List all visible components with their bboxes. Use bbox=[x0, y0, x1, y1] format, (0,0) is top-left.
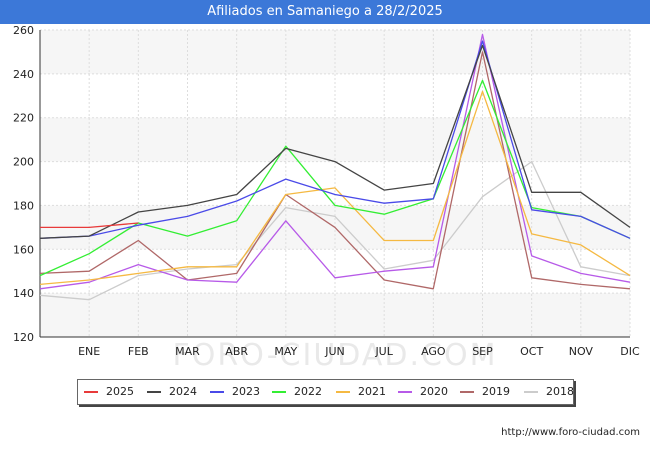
legend-swatch bbox=[84, 391, 98, 393]
x-tick-label: ENE bbox=[78, 345, 100, 358]
legend-swatch bbox=[524, 391, 538, 393]
legend-swatch bbox=[272, 391, 286, 393]
series-line-2020 bbox=[39, 33, 631, 290]
chart-title: Afiliados en Samaniego a 28/2/2025 bbox=[207, 4, 443, 19]
y-tick-label: 160 bbox=[13, 243, 34, 256]
x-tick-label: FEB bbox=[128, 345, 149, 358]
y-tick-label: 240 bbox=[13, 68, 34, 81]
x-tick-label: MAY bbox=[274, 345, 297, 358]
x-tick-label: ABR bbox=[225, 345, 248, 358]
y-tick-label: 180 bbox=[13, 199, 34, 212]
x-tick-label: JUN bbox=[324, 345, 345, 358]
legend-label: 2018 bbox=[546, 385, 574, 398]
series-line-2018 bbox=[39, 160, 631, 301]
title-bar bbox=[0, 0, 650, 24]
series-line-2025 bbox=[40, 222, 139, 229]
y-tick-label: 260 bbox=[13, 24, 34, 37]
legend-label: 2022 bbox=[294, 385, 322, 398]
x-tick-label: SEP bbox=[472, 345, 493, 358]
x-tick-label: JUL bbox=[374, 345, 393, 358]
legend: 2025 2024 2023 2022 2021 2020 2019 2018 bbox=[77, 379, 574, 405]
x-tick-label: AGO bbox=[421, 345, 446, 358]
x-tick-label: OCT bbox=[520, 345, 543, 358]
x-tick-label: MAR bbox=[175, 345, 200, 358]
series-line-2019 bbox=[39, 51, 631, 290]
legend-label: 2021 bbox=[358, 385, 386, 398]
legend-label: 2019 bbox=[482, 385, 510, 398]
y-tick-label: 200 bbox=[13, 156, 34, 169]
legend-label: 2024 bbox=[169, 385, 197, 398]
x-tick-label: DIC bbox=[620, 345, 640, 358]
series-line-2023 bbox=[39, 40, 631, 239]
source-link[interactable]: http://www.foro-ciudad.com bbox=[501, 427, 640, 438]
watermark-text: FORO-CIUDAD.COM bbox=[173, 338, 498, 373]
series-line-2021 bbox=[39, 90, 631, 286]
series-line-2024 bbox=[39, 44, 631, 239]
legend-swatch bbox=[147, 391, 161, 393]
y-tick-label: 140 bbox=[13, 287, 34, 300]
legend-swatch bbox=[336, 391, 350, 393]
legend-swatch bbox=[460, 391, 474, 393]
legend-swatch bbox=[210, 391, 224, 393]
y-tick-label: 220 bbox=[13, 112, 34, 125]
x-tick-label: NOV bbox=[569, 345, 594, 358]
y-tick-label: 120 bbox=[13, 331, 34, 344]
legend-label: 2025 bbox=[106, 385, 134, 398]
legend-label: 2020 bbox=[420, 385, 448, 398]
legend-swatch bbox=[398, 391, 412, 393]
legend-label: 2023 bbox=[232, 385, 260, 398]
